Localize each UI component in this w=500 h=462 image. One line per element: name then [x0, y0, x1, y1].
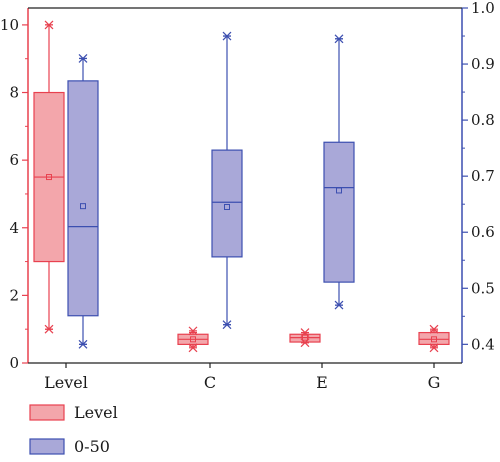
right-tick-label: 0.5: [471, 279, 495, 297]
legend-label: Level: [74, 403, 118, 422]
left-tick-label: 8: [9, 84, 19, 102]
legend-swatch: [29, 404, 65, 421]
mean-marker: [224, 203, 230, 210]
legend-item: 0-50: [29, 437, 110, 456]
min-marker: [334, 300, 344, 310]
min-marker: [300, 338, 310, 348]
left-tick-label: 0: [9, 354, 19, 372]
iqr-box: [418, 331, 450, 346]
max-marker: [188, 326, 198, 336]
min-marker: [429, 343, 439, 353]
box-level-level: [33, 20, 65, 334]
left-y-axis: 0 2 4 6 8 10: [0, 16, 28, 372]
right-tick-label: 0.7: [471, 167, 495, 185]
mean-marker: [302, 334, 308, 341]
max-marker: [222, 31, 232, 41]
iqr-box: [323, 141, 355, 283]
category-label: Level: [44, 373, 88, 392]
left-tick-label: 6: [9, 151, 19, 169]
mean-marker: [336, 187, 342, 194]
max-marker: [334, 34, 344, 44]
legend: Level 0-50: [29, 403, 118, 456]
left-tick-label: 4: [9, 219, 19, 237]
min-marker: [222, 320, 232, 330]
left-tick-label: 2: [9, 286, 19, 304]
min-marker: [188, 343, 198, 353]
max-marker: [78, 54, 88, 63]
mean-marker: [46, 174, 52, 181]
box-0-50-level: [67, 54, 99, 349]
category-label: C: [204, 373, 216, 392]
legend-item: Level: [29, 403, 118, 422]
right-tick-label: 0.8: [471, 111, 495, 129]
right-tick-label: 0.4: [471, 335, 495, 353]
x-axis: Level C E G: [44, 363, 440, 392]
right-y-axis: 0.4 0.5 0.6 0.7 0.8 0.9 1.0: [462, 0, 495, 353]
mean-marker: [190, 336, 196, 343]
legend-swatch: [29, 438, 65, 455]
min-marker: [78, 339, 88, 349]
box-level-c: [177, 326, 209, 353]
iqr-box: [211, 149, 243, 258]
category-label: G: [428, 373, 441, 392]
category-label: E: [316, 373, 328, 392]
plot-frame: [27, 7, 463, 364]
max-marker: [429, 324, 439, 334]
legend-label: 0-50: [74, 437, 110, 456]
box-0-50-c: [211, 31, 243, 330]
right-tick-label: 0.6: [471, 223, 495, 241]
box-level-g: [418, 324, 450, 353]
max-marker: [300, 328, 310, 337]
right-tick-label: 0.9: [471, 55, 495, 73]
box-0-50-e: [323, 34, 355, 310]
min-marker: [44, 324, 54, 334]
iqr-box: [67, 80, 99, 317]
max-marker: [44, 20, 54, 30]
right-tick-label: 1.0: [471, 0, 495, 17]
mean-marker: [431, 336, 437, 343]
box-series: [33, 20, 450, 353]
left-tick-label: 10: [0, 16, 19, 34]
box-level-e: [289, 328, 321, 348]
mean-marker: [80, 203, 86, 210]
